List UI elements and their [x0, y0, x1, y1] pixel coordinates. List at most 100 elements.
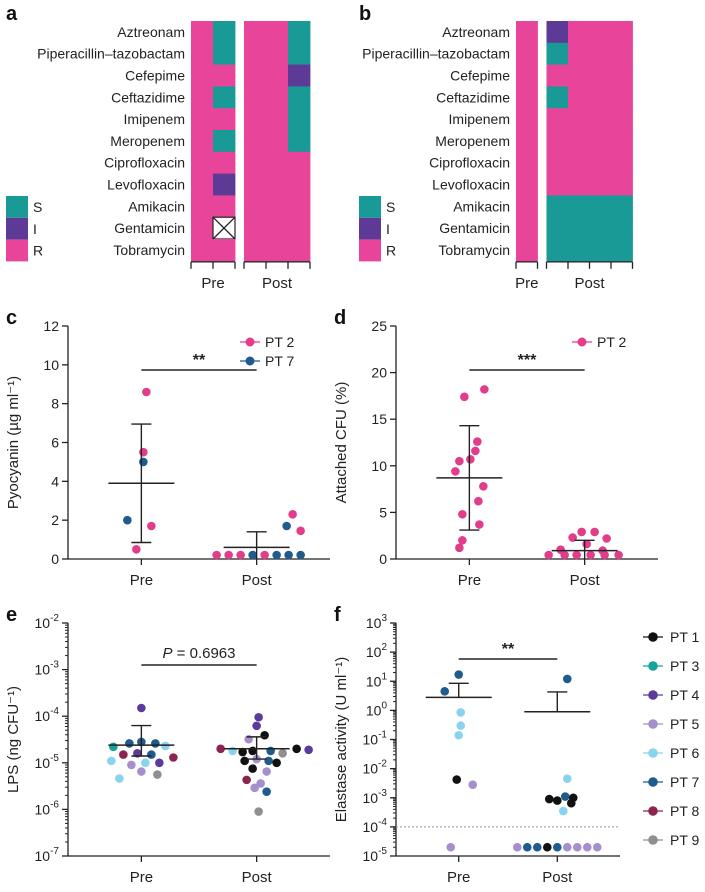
- cell-S: [546, 239, 569, 262]
- row-label-a: Amikacin: [128, 198, 185, 214]
- cell-R: [191, 217, 214, 240]
- cell-R: [546, 64, 569, 87]
- legend-swatch-S: [6, 196, 28, 218]
- row-label-b: Meropenem: [435, 133, 510, 149]
- y-axis-label: Pyocyanin (µg ml⁻¹): [5, 376, 22, 509]
- cell-S: [288, 86, 311, 109]
- cell-S: [213, 86, 236, 109]
- tick-base: 10: [35, 615, 51, 631]
- cell-R: [611, 173, 633, 196]
- cell-R: [516, 151, 538, 174]
- legend-label: PT 6: [670, 745, 700, 761]
- cell-S: [546, 86, 569, 109]
- cell-R: [191, 173, 214, 196]
- row-label-b: Aztreonam: [442, 24, 510, 40]
- legend-label-I: I: [33, 221, 37, 237]
- tick-exponent: -5: [50, 753, 59, 764]
- legend-label: PT 1: [670, 629, 700, 645]
- cell-S: [213, 130, 236, 153]
- tick-exponent: 1: [381, 671, 387, 682]
- data-point: [119, 750, 128, 759]
- row-label-a: Imipenem: [124, 111, 185, 127]
- data-point: [466, 454, 475, 464]
- cell-R: [266, 239, 289, 262]
- row-label-a: Meropenem: [110, 133, 185, 149]
- y-axis-label: Attached CFU (%): [333, 382, 350, 504]
- row-label-b: Gentamicin: [439, 220, 510, 236]
- cell-I: [546, 21, 569, 44]
- cell-S: [589, 239, 612, 262]
- y-tick-label: 15: [371, 411, 387, 427]
- cell-R: [191, 108, 214, 131]
- legend-label: PT 5: [670, 716, 700, 732]
- legend-marker: [648, 690, 658, 700]
- y-tick-label: 10-4: [363, 817, 388, 835]
- row-label-a: Aztreonam: [117, 24, 185, 40]
- cell-R: [589, 173, 612, 196]
- y-tick-label: 20: [371, 365, 387, 381]
- cell-S: [288, 130, 311, 153]
- data-point: [282, 521, 291, 531]
- data-point: [260, 550, 269, 560]
- data-point: [224, 550, 233, 560]
- y-tick-label: 8: [51, 396, 59, 412]
- data-point: [254, 807, 263, 816]
- data-point: [236, 550, 245, 560]
- cell-S: [611, 195, 633, 218]
- y-tick-label: 10-7: [35, 846, 60, 864]
- data-point: [228, 746, 237, 756]
- y-tick-label: 5: [379, 504, 387, 520]
- data-point: [161, 741, 170, 751]
- significance-label: **: [193, 352, 206, 369]
- cell-R: [611, 108, 633, 131]
- tick-base: 10: [35, 848, 51, 864]
- data-point: [212, 550, 221, 560]
- y-tick-label: 2: [51, 512, 59, 528]
- cell-R: [546, 108, 569, 131]
- data-point: [455, 543, 464, 553]
- legend-label-S: S: [33, 199, 42, 215]
- cell-S: [288, 108, 311, 131]
- y-tick-label: 10-4: [35, 706, 60, 724]
- data-point: [248, 550, 257, 560]
- cell-S: [611, 217, 633, 240]
- data-point: [456, 721, 466, 730]
- data-point: [284, 550, 293, 560]
- legend-label: PT 9: [670, 832, 700, 848]
- data-point: [454, 730, 464, 740]
- tick-base: 10: [366, 644, 382, 660]
- cell-R: [244, 130, 267, 153]
- legend-label: PT 4: [670, 687, 700, 703]
- legend-marker: [648, 632, 658, 642]
- tick-exponent: -3: [50, 660, 59, 671]
- legend-label-I: I: [386, 221, 390, 237]
- legend-marker: [577, 337, 587, 347]
- data-point: [468, 780, 478, 790]
- legend-label-R: R: [386, 243, 396, 259]
- row-label-a: Tobramycin: [113, 242, 185, 258]
- y-tick-label: 102: [366, 642, 388, 660]
- data-point: [296, 550, 305, 560]
- cell-R: [266, 64, 289, 87]
- cell-R: [516, 108, 538, 131]
- row-label-a: Levofloxacin: [107, 177, 185, 193]
- cell-S: [589, 217, 612, 240]
- group-label: Post: [574, 275, 605, 292]
- data-point: [147, 750, 156, 759]
- data-point: [139, 457, 148, 467]
- cell-R: [611, 21, 633, 44]
- cell-R: [589, 42, 612, 65]
- data-point: [560, 792, 570, 801]
- legend-label: PT 3: [670, 658, 700, 674]
- cell-cross-line: [212, 216, 236, 240]
- y-tick-label: 10-3: [35, 660, 60, 678]
- row-label-a: Piperacillin–tazobactam: [37, 46, 185, 62]
- data-point: [544, 550, 553, 560]
- data-point: [475, 520, 484, 529]
- tick-base: 10: [366, 615, 382, 631]
- y-tick-label: 4: [51, 473, 59, 489]
- data-point: [577, 527, 586, 537]
- y-tick-label: 10-3: [363, 788, 388, 806]
- cell-R: [516, 42, 538, 65]
